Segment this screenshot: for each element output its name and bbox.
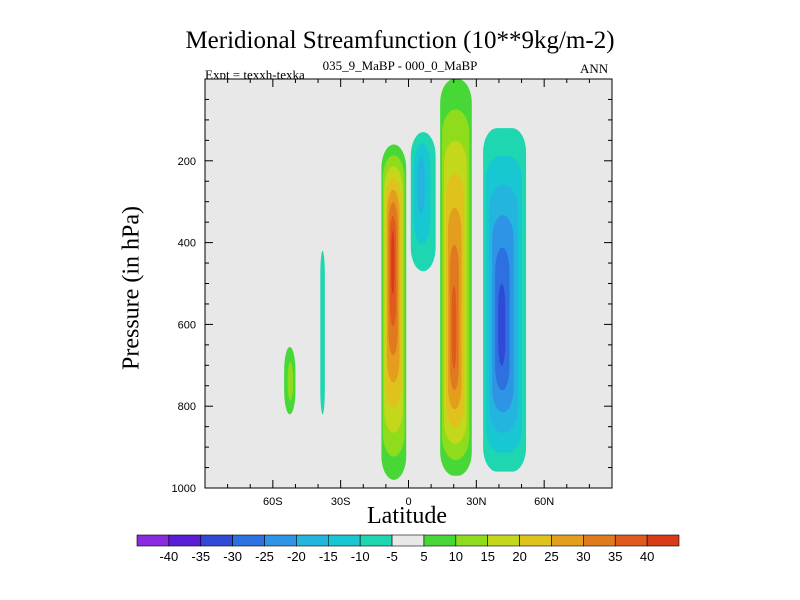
colorbar-swatch	[168, 534, 202, 547]
colorbar-swatch	[296, 534, 329, 547]
contour-negative-3-level-6	[498, 283, 506, 366]
colorbar-swatch	[487, 534, 520, 547]
colorbar-swatch	[583, 534, 616, 547]
x-tick-label: 60N	[534, 496, 554, 508]
contour-positive-4-level-2	[287, 361, 294, 401]
colorbar-label: -20	[287, 549, 306, 564]
y-tick-label: 200	[178, 156, 196, 168]
colorbar-swatch	[200, 534, 233, 547]
x-tick-label: 30N	[466, 496, 486, 508]
colorbar-label: 40	[640, 549, 654, 564]
experiment-label: Expt = texxh-texka	[205, 67, 305, 82]
colorbar-swatch	[646, 534, 680, 547]
colorbar-swatch	[551, 534, 584, 547]
y-tick-label: 1000	[172, 483, 196, 495]
x-tick-label: 0	[405, 496, 411, 508]
colorbar-label: 20	[512, 549, 526, 564]
colorbar-label: -30	[223, 549, 242, 564]
colorbar-swatch	[327, 534, 361, 547]
period-label: 035_9_MaBP - 000_0_MaBP	[322, 58, 478, 73]
colorbar-label: 25	[544, 549, 558, 564]
colorbar-swatch	[391, 534, 425, 547]
y-tick-label: 800	[178, 401, 196, 413]
colorbar-label: -25	[255, 549, 274, 564]
contour-positive-2-level-7	[451, 285, 457, 370]
contour-positive-0-level-8	[391, 230, 395, 295]
colorbar-swatch	[232, 534, 265, 547]
colorbar-label: 10	[449, 549, 463, 564]
colorbar-swatch	[614, 534, 648, 547]
contour-negative-5-level-1	[320, 250, 325, 415]
colorbar-label: -40	[159, 549, 178, 564]
colorbar-swatch	[455, 534, 489, 547]
colorbar-label: -10	[351, 549, 370, 564]
colorbar-label: -5	[386, 549, 398, 564]
plot-background	[205, 79, 612, 488]
colorbar-swatch	[359, 534, 393, 547]
axes: 60S 30S 0 30N 60N 200 400 600 800 1000	[172, 78, 613, 508]
colorbar-label: 15	[480, 549, 494, 564]
y-tick-label: 400	[178, 238, 196, 250]
contour-negative-1-level-3	[416, 156, 426, 214]
chart-title: Meridional Streamfunction (10**9kg/m-2)	[185, 27, 615, 54]
colorbar-label: -15	[319, 549, 338, 564]
colorbar-swatch	[423, 534, 457, 547]
colorbar-swatch	[136, 534, 170, 547]
colorbar-label: -35	[191, 549, 210, 564]
y-tick-label: 600	[178, 319, 196, 331]
x-tick-label: 30S	[331, 496, 351, 508]
colorbar-label: 30	[576, 549, 590, 564]
colorbar: -40 -35 -30 -25 -20 -15 -10 -5 5 10 15 20 25 30 35 40	[136, 534, 680, 564]
colorbar-label: 5	[420, 549, 427, 564]
season-label: ANN	[580, 61, 609, 76]
colorbar-swatch	[519, 534, 552, 547]
x-tick-label: 60S	[263, 496, 283, 508]
colorbar-swatch	[264, 534, 297, 547]
colorbar-label: 35	[608, 549, 622, 564]
plot-area	[205, 79, 612, 488]
x-axis-label: Latitude	[367, 503, 447, 529]
